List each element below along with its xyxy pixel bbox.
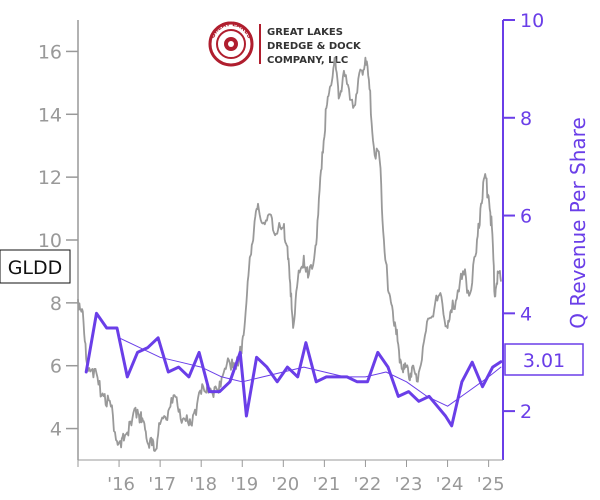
revenue-trend-line xyxy=(118,337,502,407)
left-tick-label: 16 xyxy=(38,41,62,63)
logo-line-1: GREAT LAKES xyxy=(267,27,343,38)
logo-line-2: DREDGE & DOCK xyxy=(267,41,362,52)
ticker-box: GLDD xyxy=(0,249,71,284)
series-layer xyxy=(77,56,503,452)
left-tick-label: 8 xyxy=(50,293,62,315)
ticker-label: GLDD xyxy=(8,257,63,279)
x-tick-label: '17 xyxy=(148,474,176,495)
left-tick-label: 4 xyxy=(50,419,62,441)
x-tick-label: '25 xyxy=(477,474,505,495)
x-tick-label: '21 xyxy=(312,474,340,495)
left-tick-label: 12 xyxy=(38,167,62,189)
x-tick-label: '16 xyxy=(107,474,135,495)
left-tick-label: 10 xyxy=(38,230,62,252)
right-tick-label: 2 xyxy=(520,401,532,423)
revenue-series-line xyxy=(84,311,503,428)
x-tick-label: '24 xyxy=(436,474,464,495)
left-tick-label: 6 xyxy=(50,356,62,378)
logo-line-3: COMPANY, LLC xyxy=(267,55,348,66)
right-axis-label: Q Revenue Per Share xyxy=(566,117,590,329)
x-tick-label: '20 xyxy=(271,474,299,495)
company-logo: GREAT LAKES GREAT LAKES DREDGE & DOCK CO… xyxy=(208,21,362,67)
right-tick-label: 6 xyxy=(520,206,532,228)
last-value-box: 3.01 xyxy=(504,343,584,376)
right-tick-label: 8 xyxy=(520,108,532,130)
x-tick-label: '19 xyxy=(230,474,258,495)
x-tick-label: '18 xyxy=(189,474,217,495)
right-tick-label: 10 xyxy=(520,10,544,32)
x-tick-label: '23 xyxy=(395,474,423,495)
price-series-line xyxy=(77,56,502,452)
x-axis-ticks: '16 '17 '18 '19 '20 '21 '22 '23 '24 '25 xyxy=(77,460,505,495)
ticker-box-frame xyxy=(0,249,71,284)
left-axis-ticks: 4 6 8 10 12 14 16 xyxy=(38,41,78,441)
logo-seal-center xyxy=(228,41,234,47)
x-tick-label: '22 xyxy=(354,474,382,495)
last-value-frame xyxy=(504,343,584,376)
right-axis-ticks: 2 4 6 8 10 xyxy=(503,10,544,423)
left-tick-label: 14 xyxy=(38,104,62,126)
right-tick-label: 4 xyxy=(520,303,532,325)
last-value-label: 3.01 xyxy=(523,350,565,372)
